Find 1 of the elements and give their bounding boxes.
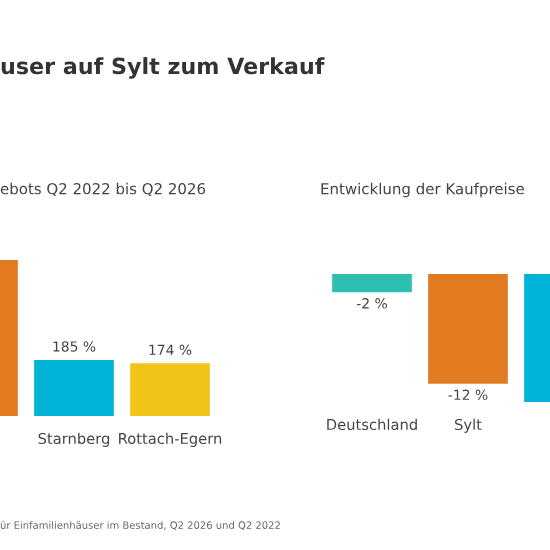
chart-title: user auf Sylt zum Verkauf (1, 57, 325, 79)
